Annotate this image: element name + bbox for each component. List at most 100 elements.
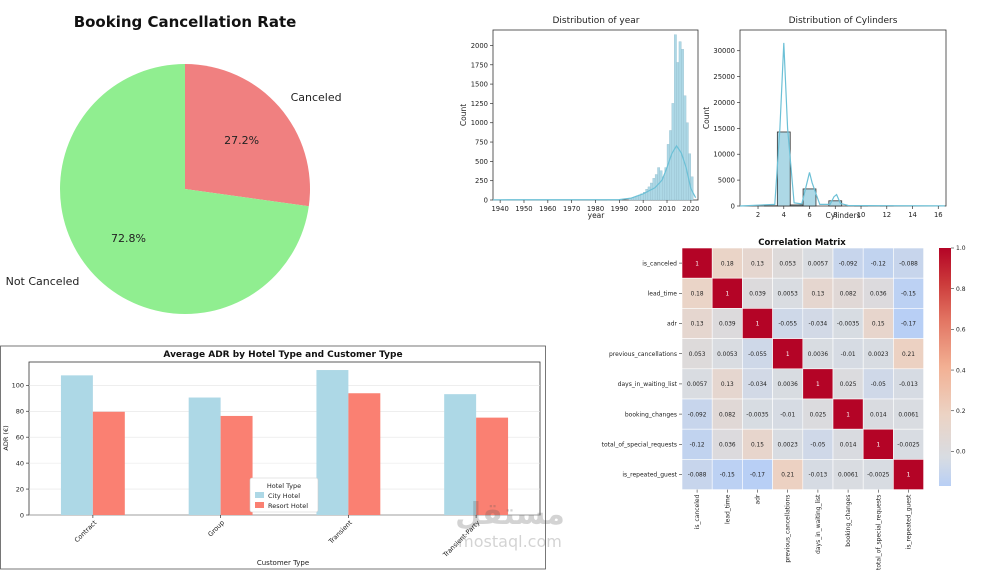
corr-cell — [893, 277, 924, 309]
corr-xlabel: total_of_special_requests — [875, 495, 882, 570]
corr-cell-value: -0.01 — [780, 412, 795, 418]
corr-cell — [711, 277, 743, 309]
corr-cell-value: 0.014 — [840, 443, 857, 449]
cylinders-histogram: Distribution of Cylinders 2 4 6 8 10 12 14 16 0… — [702, 16, 947, 220]
pie-chart: Booking Cancellation Rate Not Canceled C… — [6, 13, 342, 314]
yh-xtick-label: 2010 — [658, 205, 675, 213]
corr-cell — [832, 398, 864, 430]
corr-cell — [802, 338, 834, 370]
corr-cell-value: 0.053 — [779, 261, 796, 267]
yh-ytick-label: 2000 — [471, 42, 488, 50]
yh-xtick-label: 1970 — [563, 205, 580, 213]
corr-cell — [893, 428, 924, 460]
corr-cell — [742, 398, 773, 430]
corr-cell-value: -0.0035 — [746, 412, 769, 418]
corr-cell-value: 0.036 — [719, 443, 736, 449]
ch-xtick-label: 12 — [882, 211, 891, 219]
corr-colorbar-label: 0.4 — [956, 367, 966, 374]
corr-cell-value: 1 — [725, 292, 729, 298]
adr-ytick-label: 60 — [16, 434, 24, 442]
yh-ytick-label: 250 — [475, 177, 488, 185]
corr-cell-value: 0.13 — [721, 382, 734, 388]
adr-legend-swatch-resort — [255, 502, 264, 508]
yh-bar — [685, 122, 689, 201]
corr-cell — [862, 428, 894, 460]
corr-cell — [802, 247, 834, 279]
corr-cell-value: 0.039 — [749, 292, 766, 298]
corr-cell-value: 0.039 — [719, 322, 736, 328]
adr-ytick-label: 0 — [20, 511, 24, 519]
corr-cell-value: 0.13 — [691, 322, 704, 328]
corr-cell — [772, 247, 804, 279]
corr-cell-value: 0.025 — [840, 382, 857, 388]
yh-xtick-label: 1950 — [515, 205, 532, 213]
corr-cell-value: 0.0053 — [717, 352, 738, 358]
corr-cell — [742, 308, 773, 339]
adr-bar-resort-transient-party — [476, 417, 509, 515]
corr-xlabel: adr — [755, 494, 762, 504]
pie-slice-canceled — [185, 64, 310, 207]
cyl-hist-frame — [739, 29, 947, 207]
yh-bar — [650, 182, 653, 201]
corr-cell-value: 0.025 — [810, 412, 827, 418]
corr-cell-value: -0.17 — [750, 473, 765, 479]
corr-cell-value: 0.21 — [902, 352, 915, 358]
corr-cell — [681, 308, 713, 339]
ch-ytick-label: 30000 — [713, 47, 735, 55]
corr-colorbar-label: 0.0 — [956, 449, 966, 456]
adr-bar-chart: Average ADR by Hotel Type and Customer T… — [0, 345, 546, 570]
corr-cell-value: 0.0036 — [808, 352, 829, 358]
adr-bar-resort-transient — [348, 393, 381, 515]
yh-bar — [674, 34, 677, 201]
ch-ytick-label: 5000 — [718, 177, 735, 185]
corr-colorbar-label: 1.0 — [956, 245, 966, 252]
pie-percent-not-canceled: 72.8% — [111, 232, 146, 245]
yh-xtick-label: 1940 — [491, 205, 508, 213]
corr-cell-value: 0.15 — [751, 443, 764, 449]
cyl-hist-title: Distribution of Cylinders — [789, 16, 898, 26]
corr-cell — [862, 368, 894, 400]
corr-cell-value: 0.014 — [870, 412, 887, 418]
yh-bar — [681, 49, 684, 201]
corr-cell-value: 0.18 — [721, 261, 734, 267]
cyl-hist-xlabel: Cylinders — [826, 211, 861, 220]
watermark-arabic: مستقل — [455, 497, 565, 532]
corr-cell — [711, 247, 743, 279]
corr-cell-value: 1 — [816, 382, 820, 388]
corr-cell — [681, 277, 713, 309]
corr-cell-value: -0.092 — [688, 412, 707, 418]
corr-cell-value: 0.0036 — [778, 382, 799, 388]
yh-bar — [645, 189, 649, 201]
year-hist-xlabel: year — [588, 211, 606, 220]
yh-bar — [659, 170, 663, 201]
corr-cell-value: 0.0061 — [838, 473, 859, 479]
corr-cell-value: 0.0023 — [868, 352, 889, 358]
corr-cell-value: 0.036 — [870, 292, 887, 298]
ch-ytick-label: 15000 — [713, 125, 735, 133]
corr-cell-value: -0.15 — [720, 473, 735, 479]
yh-bar — [669, 130, 672, 201]
yh-ytick-label: 1250 — [471, 100, 488, 108]
corr-title: Correlation Matrix — [758, 238, 846, 248]
adr-ytick-label: 80 — [16, 408, 24, 416]
corr-cell-value: 1 — [786, 352, 790, 358]
ch-ytick-label: 25000 — [713, 73, 735, 81]
corr-cell-value: -0.0025 — [867, 473, 890, 479]
corr-cell — [802, 459, 834, 490]
corr-cell — [893, 247, 924, 279]
corr-cell — [772, 459, 804, 490]
corr-cell-value: -0.092 — [839, 261, 858, 267]
corr-cell-value: -0.088 — [688, 473, 707, 479]
pie-percent-canceled: 27.2% — [224, 134, 259, 147]
corr-cell — [893, 398, 924, 430]
yh-ytick-label: 0 — [484, 197, 488, 205]
corr-cell — [742, 368, 773, 400]
adr-bar-city-contract — [60, 375, 93, 515]
cyl-hist-kde-line — [739, 42, 945, 207]
year-hist-ylabel: Count — [459, 104, 468, 126]
ch-bar — [789, 204, 804, 207]
adr-bar-resort-contract — [92, 411, 125, 515]
corr-cell-value: 0.0057 — [808, 261, 829, 267]
corr-cell — [772, 308, 804, 339]
corr-cell — [802, 308, 834, 339]
